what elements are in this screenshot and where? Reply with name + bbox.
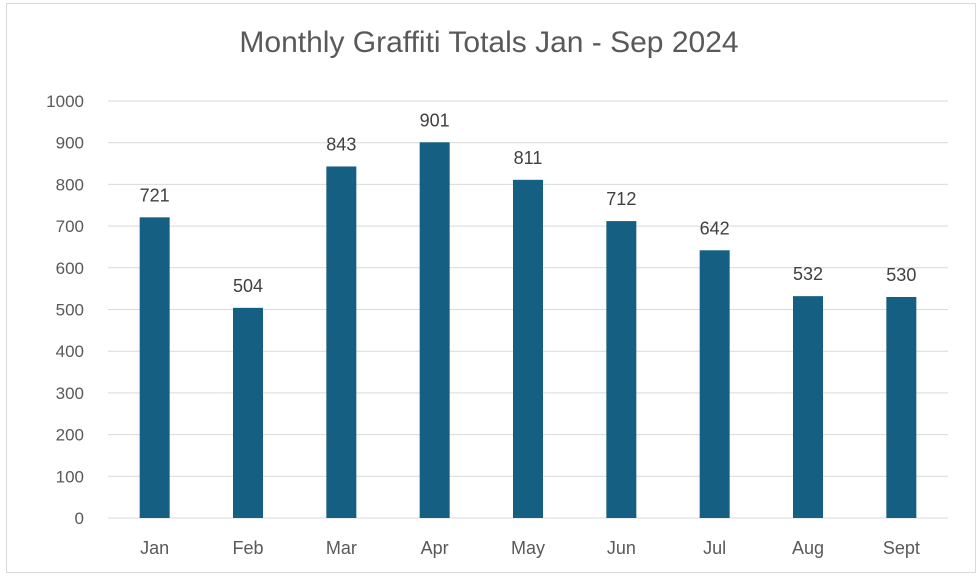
bar-sept	[886, 296, 917, 518]
bar-jun	[606, 221, 637, 518]
x-tick-label: Mar	[326, 538, 357, 558]
bar-jul	[699, 250, 730, 518]
data-label: 530	[886, 265, 916, 285]
bars	[139, 142, 917, 519]
x-tick-label: Apr	[421, 538, 449, 558]
y-tick-label: 700	[56, 217, 84, 236]
y-tick-label: 500	[56, 301, 84, 320]
data-label: 901	[420, 110, 450, 130]
y-tick-label: 200	[56, 426, 84, 445]
data-label: 504	[233, 276, 263, 296]
x-tick-label: Sept	[883, 538, 920, 558]
data-label: 811	[514, 148, 543, 168]
y-tick-label: 400	[56, 342, 84, 361]
y-tick-label: 300	[56, 384, 84, 403]
x-axis-tick-labels: Jan Feb Mar Apr May Jun Jul Aug Sept	[140, 538, 920, 558]
y-tick-label: 800	[56, 175, 84, 194]
y-axis-tick-labels: 0 100 200 300 400 500 600 700 800 900 1000	[46, 92, 84, 528]
x-tick-label: Jul	[703, 538, 726, 558]
x-tick-label: Feb	[232, 538, 263, 558]
data-label: 712	[606, 189, 636, 209]
bar-may	[513, 179, 543, 519]
x-tick-label: May	[511, 538, 545, 558]
data-label: 642	[700, 218, 730, 238]
y-tick-label: 0	[75, 509, 84, 528]
bar-feb	[233, 307, 263, 518]
data-label: 532	[793, 264, 823, 284]
chart-title: Monthly Graffiti Totals Jan - Sep 2024	[239, 26, 739, 59]
y-tick-label: 1000	[46, 92, 84, 111]
y-tick-label: 100	[56, 467, 84, 486]
x-tick-label: Jun	[607, 538, 636, 558]
y-tick-label: 600	[56, 259, 84, 278]
bar-aug	[793, 296, 823, 518]
bar-jan	[139, 217, 170, 518]
bar-apr	[419, 142, 450, 518]
data-label: 721	[140, 185, 170, 205]
y-tick-label: 900	[56, 134, 84, 153]
x-tick-label: Jan	[140, 538, 169, 558]
data-labels: 721 504 843 901 811 712 642 532 530	[140, 110, 917, 296]
x-tick-label: Aug	[792, 538, 824, 558]
data-label: 843	[326, 134, 356, 154]
bar-mar	[326, 166, 357, 518]
